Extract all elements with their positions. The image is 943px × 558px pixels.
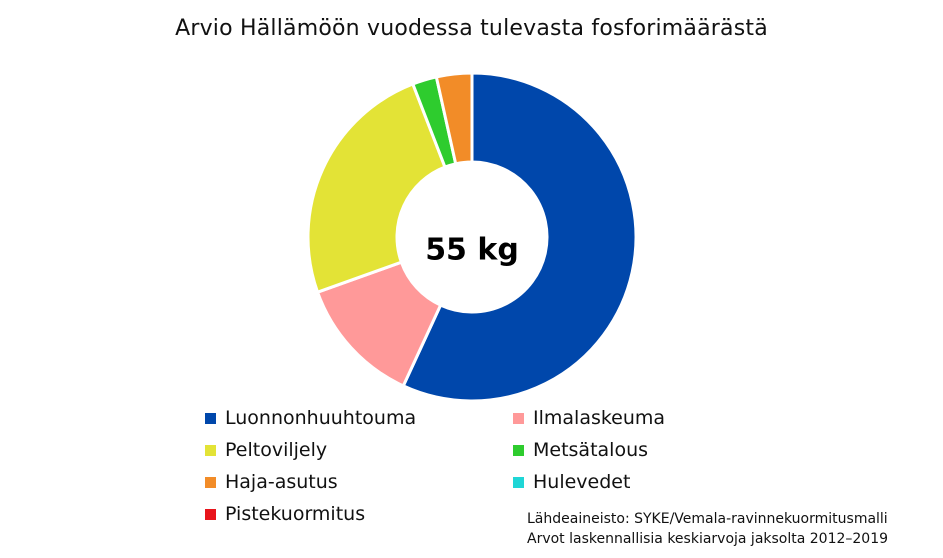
donut-slices [306, 71, 638, 403]
source-note: Lähdeaineisto: SYKE/Vemala-ravinnekuormi… [527, 509, 888, 549]
chart-title: Arvio Hällämöön vuodessa tulevasta fosfo… [175, 16, 768, 41]
source-line-2: Arvot laskennallisia keskiarvoja jaksolt… [527, 531, 889, 547]
slice-peltoviljely [306, 82, 447, 295]
center-total-label: 55 kg [425, 233, 519, 268]
slice-haja-asutus [434, 71, 474, 166]
source-line-1: Lähdeaineisto: SYKE/Vemala-ravinnekuormi… [527, 511, 888, 527]
slice-luonnonhuuhtouma [401, 71, 638, 403]
